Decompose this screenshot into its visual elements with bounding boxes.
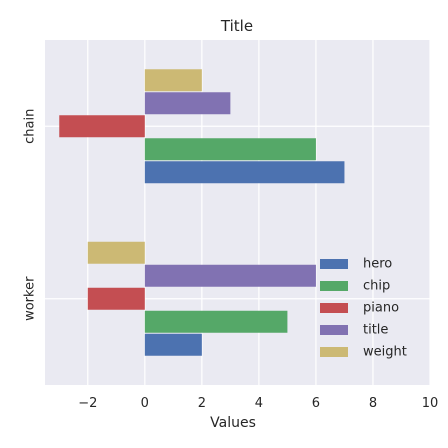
x-tick-label: 6 (312, 396, 320, 411)
bar-hero-chain (144, 161, 345, 184)
legend-swatch-hero (320, 259, 348, 269)
x-tick-label: 0 (141, 396, 149, 411)
x-axis-label: Values (210, 415, 256, 431)
legend-swatch-title (320, 325, 348, 335)
bar-chip-worker (144, 310, 288, 333)
bar-weight-worker (87, 241, 145, 264)
bar-title-chain (144, 92, 231, 115)
legend: hero chip piano title weight (320, 257, 407, 360)
legend-swatch-chip (320, 281, 348, 291)
legend-swatch-piano (320, 303, 348, 313)
bar-piano-worker (87, 287, 145, 310)
x-tick-label: 10 (422, 396, 439, 411)
bar-hero-worker (144, 333, 202, 356)
legend-label-chip: chip (363, 279, 390, 294)
bar-chip-chain (144, 138, 316, 161)
bars (59, 69, 345, 356)
x-tick-labels: −2 0 2 4 6 8 10 (78, 396, 438, 411)
legend-label-hero: hero (363, 257, 392, 272)
legend-swatch-weight (320, 347, 348, 357)
chart-title: Title (220, 17, 253, 35)
legend-label-weight: weight (363, 345, 407, 360)
legend-label-title: title (363, 323, 388, 338)
y-tick-labels: chain worker (23, 109, 38, 321)
y-tick-label: chain (23, 109, 38, 144)
x-tick-label: 2 (198, 396, 206, 411)
bar-weight-chain (144, 69, 202, 92)
x-tick-label: −2 (78, 396, 97, 411)
y-tick-label: worker (23, 276, 38, 321)
bar-piano-chain (59, 115, 145, 138)
x-tick-label: 8 (369, 396, 377, 411)
x-tick-label: 4 (255, 396, 263, 411)
legend-label-piano: piano (363, 301, 399, 316)
bar-title-worker (144, 264, 316, 287)
